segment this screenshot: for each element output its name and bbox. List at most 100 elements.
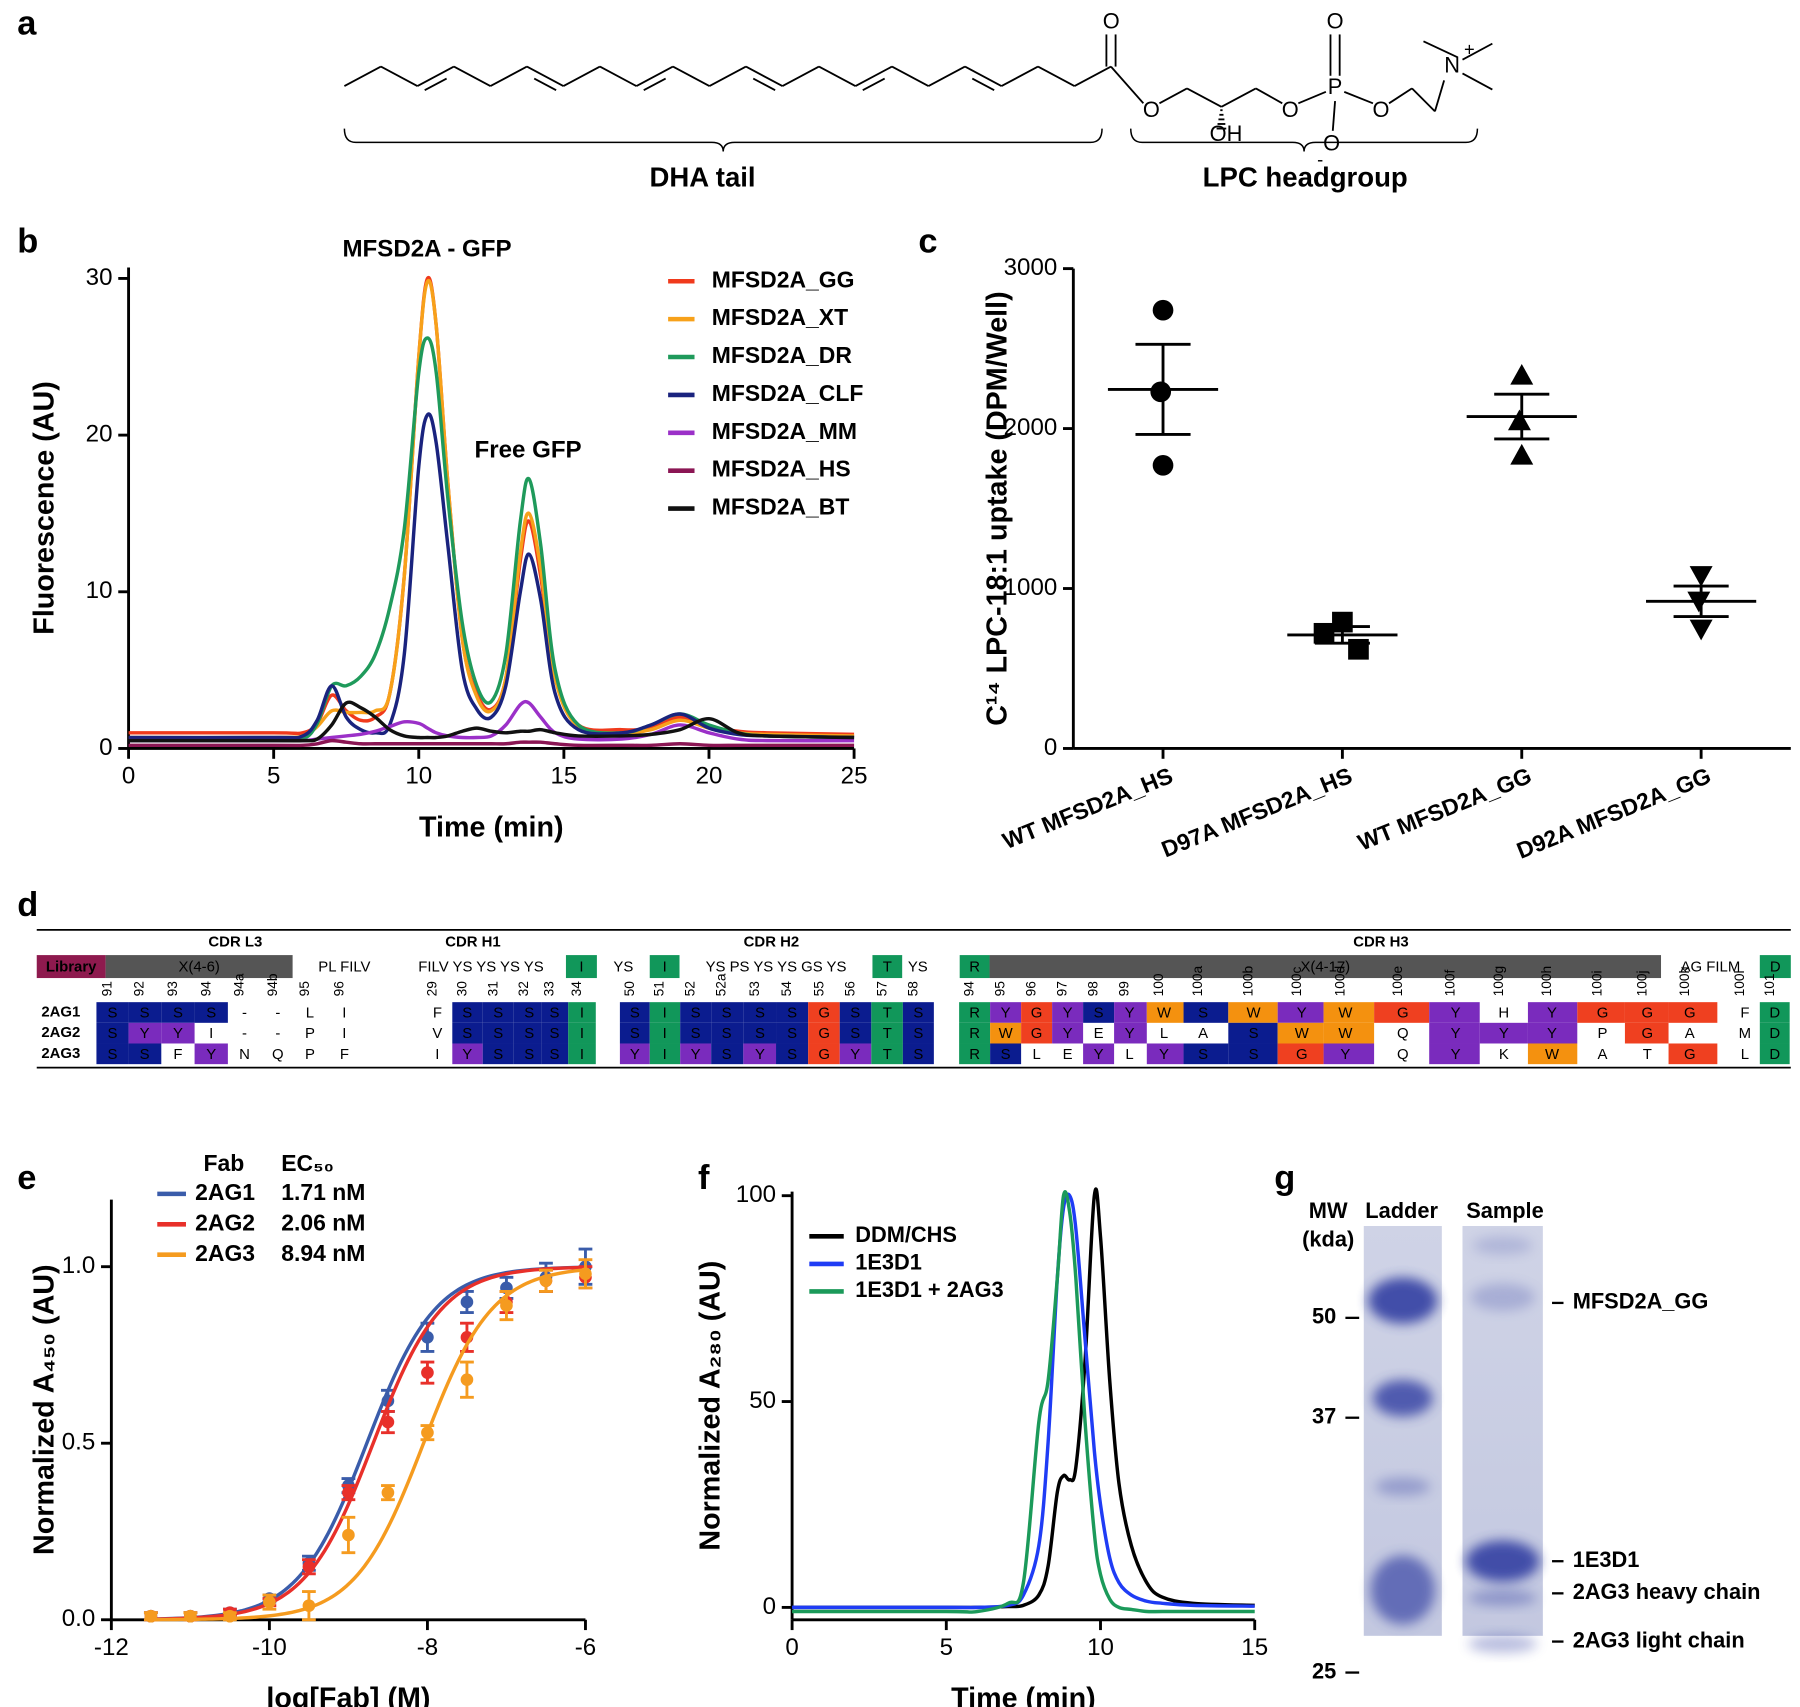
gel-header: Sample bbox=[1466, 1198, 1544, 1223]
residue-cell bbox=[711, 1043, 744, 1065]
residue: Y bbox=[1001, 1005, 1011, 1022]
legend-value: 8.94 nM bbox=[281, 1240, 365, 1266]
residue: G bbox=[1031, 1025, 1043, 1042]
residue: S bbox=[173, 1005, 183, 1022]
residue: S bbox=[722, 1005, 732, 1022]
bond bbox=[891, 65, 929, 87]
x-axis-label: log[Fab] (M) bbox=[266, 1683, 430, 1707]
bracket bbox=[1129, 128, 1479, 152]
error-bar bbox=[1135, 342, 1191, 436]
data-point bbox=[1152, 455, 1174, 476]
y-tick-label: 1000 bbox=[1004, 574, 1058, 601]
library-label: R bbox=[969, 959, 980, 976]
data-point bbox=[1689, 566, 1713, 587]
residue: Y bbox=[1451, 1025, 1461, 1042]
position-label: 55 bbox=[811, 981, 826, 997]
cdr-header: CDR H3 bbox=[1353, 933, 1408, 950]
legend-value: 2.06 nM bbox=[281, 1209, 365, 1235]
line bbox=[128, 738, 855, 748]
position-label: 100l bbox=[1732, 970, 1747, 996]
position-label: 57 bbox=[874, 981, 889, 996]
bond bbox=[1110, 65, 1145, 104]
panel-label: d bbox=[17, 886, 38, 924]
y-tick-label: 1.0 bbox=[62, 1252, 96, 1279]
line bbox=[792, 1187, 1255, 1610]
y-tick-label: 0 bbox=[99, 734, 112, 761]
data-point bbox=[342, 1528, 355, 1542]
residue-cell bbox=[1759, 1022, 1790, 1044]
residue: S bbox=[722, 1025, 732, 1042]
residue: G bbox=[1397, 1005, 1409, 1022]
library-segment bbox=[989, 955, 1662, 979]
y-axis-label: Normalized A₄₅₀ (AU) bbox=[29, 1264, 61, 1555]
library-segment bbox=[292, 955, 397, 979]
residue: S bbox=[850, 1025, 860, 1042]
position-label: 94a bbox=[232, 973, 247, 996]
residue: S bbox=[549, 1025, 559, 1042]
data-point bbox=[381, 1415, 395, 1429]
residue: G bbox=[1684, 1046, 1696, 1063]
residue: S bbox=[755, 1025, 765, 1042]
position-label: 100c bbox=[1289, 966, 1304, 996]
y-tick-label: 2000 bbox=[1004, 414, 1058, 441]
panel-label: g bbox=[1274, 1159, 1295, 1197]
atom-label: O bbox=[1327, 9, 1344, 34]
residue: D bbox=[1769, 1046, 1780, 1063]
residue: M bbox=[1739, 1025, 1751, 1042]
residue: I bbox=[580, 1025, 584, 1042]
residue-cell bbox=[1624, 1002, 1669, 1023]
residue-cell bbox=[482, 1002, 514, 1023]
position-label: 100f bbox=[1443, 969, 1458, 996]
residue-cell bbox=[96, 1043, 129, 1065]
residue-cell bbox=[743, 1022, 777, 1044]
position-label: 94b bbox=[265, 973, 280, 996]
residue-cell bbox=[1759, 1043, 1790, 1065]
position-label: 30 bbox=[454, 981, 469, 997]
data-point bbox=[1507, 409, 1531, 431]
y-tick-label: 0 bbox=[763, 1593, 776, 1620]
bond bbox=[1255, 87, 1283, 105]
x-tick-label: 0 bbox=[785, 1634, 798, 1661]
residue: - bbox=[275, 1005, 280, 1022]
residue: P bbox=[1598, 1025, 1608, 1042]
residue: L bbox=[1741, 1046, 1749, 1063]
residue: Y bbox=[462, 1046, 472, 1063]
residue-cell bbox=[871, 1043, 903, 1065]
y-tick-label: 10 bbox=[86, 577, 113, 604]
residue-cell bbox=[1052, 1002, 1084, 1023]
data-point bbox=[263, 1595, 276, 1609]
residue: I bbox=[580, 1005, 584, 1022]
residue-cell bbox=[1323, 1043, 1375, 1065]
residue-cell bbox=[513, 1022, 542, 1044]
x-tick-label: D97A MFSD2A_HS bbox=[1158, 762, 1356, 862]
residue-cell bbox=[808, 1022, 840, 1044]
residue: S bbox=[108, 1005, 118, 1022]
atom-label: O bbox=[1103, 9, 1120, 34]
bond bbox=[1343, 90, 1374, 105]
residue-cell bbox=[902, 1043, 934, 1065]
residue: V bbox=[432, 1025, 442, 1042]
library-label: YS bbox=[613, 959, 633, 976]
residue: - bbox=[242, 1025, 247, 1042]
residue-cell bbox=[452, 1022, 483, 1044]
residue-cell bbox=[128, 1043, 162, 1065]
residue: S bbox=[493, 1005, 503, 1022]
panel-label: e bbox=[17, 1159, 36, 1197]
residue: S bbox=[524, 1005, 534, 1022]
double-bond bbox=[862, 77, 886, 92]
residue-cell bbox=[776, 1002, 809, 1023]
residue-cell bbox=[743, 1002, 777, 1023]
data-point bbox=[1150, 381, 1172, 403]
residue: L bbox=[306, 1005, 314, 1022]
residue-cell bbox=[1277, 1043, 1324, 1065]
position-label: 51 bbox=[652, 981, 667, 996]
residue: Y bbox=[1499, 1025, 1509, 1042]
residue-cell bbox=[541, 1022, 569, 1044]
residue: R bbox=[969, 1046, 980, 1063]
x-tick-label: 5 bbox=[940, 1634, 953, 1661]
data-point bbox=[302, 1599, 316, 1612]
residue: P bbox=[305, 1025, 315, 1042]
x-tick-label: 10 bbox=[1087, 1634, 1114, 1661]
residue: Y bbox=[140, 1025, 150, 1042]
residue: S bbox=[462, 1005, 472, 1022]
